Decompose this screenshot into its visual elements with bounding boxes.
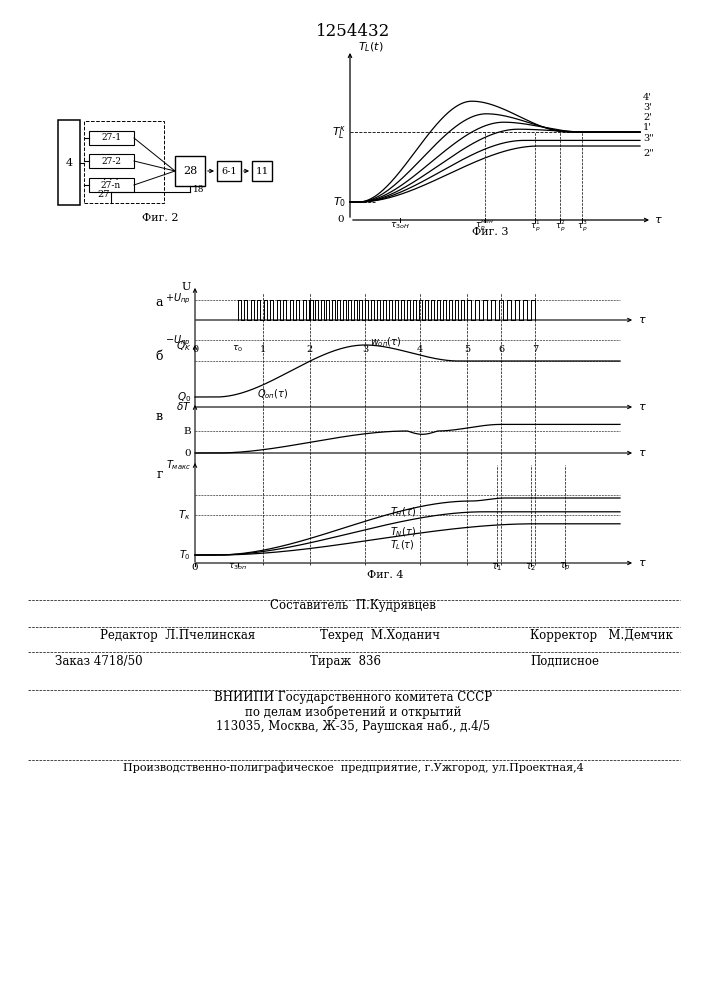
Text: Заказ 4718/50: Заказ 4718/50: [55, 654, 143, 668]
Text: $\tau_p^3$: $\tau_p^3$: [577, 218, 588, 234]
Text: 18: 18: [193, 184, 204, 194]
Text: 2': 2': [643, 113, 652, 122]
Text: $Q_{оп}(\tau)$: $Q_{оп}(\tau)$: [257, 388, 288, 401]
Text: 27-2: 27-2: [101, 156, 121, 165]
Text: Составитель  П.Кудрявцев: Составитель П.Кудрявцев: [270, 599, 436, 612]
Bar: [252, 161, 272, 181]
Text: 0: 0: [192, 344, 198, 354]
Text: $\tau_{3oH}$: $\tau_{3oH}$: [390, 221, 410, 231]
Text: 1: 1: [260, 344, 266, 354]
Text: $\delta T$: $\delta T$: [175, 400, 191, 412]
Text: 3": 3": [643, 134, 654, 143]
Text: 0: 0: [337, 216, 344, 225]
Text: по делам изобретений и открытий: по делам изобретений и открытий: [245, 705, 461, 719]
Text: 27-1: 27-1: [101, 133, 121, 142]
Text: а: а: [156, 296, 163, 308]
Text: $T_L(t)$: $T_L(t)$: [358, 40, 384, 54]
Text: $\tau$: $\tau$: [654, 215, 662, 225]
Text: 5: 5: [464, 344, 470, 354]
Text: 28: 28: [183, 166, 197, 176]
Text: $T_0$: $T_0$: [333, 195, 346, 209]
Text: 6-1: 6-1: [221, 166, 237, 176]
Text: $\tau_{0}$: $\tau_{0}$: [232, 344, 243, 354]
Text: ВНИИПИ Государственного комитета СССР: ВНИИПИ Государственного комитета СССР: [214, 692, 492, 704]
Bar: [89, 154, 134, 168]
Text: $\tau$: $\tau$: [638, 402, 647, 412]
Bar: [217, 161, 241, 181]
Text: Корректор   М.Демчик: Корректор М.Демчик: [530, 629, 673, 642]
Text: 1': 1': [643, 123, 652, 132]
Bar: [89, 178, 134, 192]
Text: $\tau_p$: $\tau_p$: [559, 561, 571, 573]
Text: $T_{\kappa}$: $T_{\kappa}$: [178, 508, 191, 522]
Text: 7: 7: [532, 344, 538, 354]
Text: $\tau$: $\tau$: [638, 448, 647, 458]
Text: $\tau$: $\tau$: [638, 315, 647, 325]
Text: 4: 4: [66, 157, 73, 167]
Text: $w_{оп}(\tau)$: $w_{оп}(\tau)$: [370, 335, 402, 349]
Text: 27: 27: [98, 190, 110, 199]
Text: 4: 4: [417, 344, 423, 354]
Text: $Q_0$: $Q_0$: [177, 390, 191, 404]
Text: 2": 2": [643, 149, 654, 158]
Text: $\tau_p^1$: $\tau_p^1$: [530, 218, 540, 234]
Text: 1254432: 1254432: [316, 23, 390, 40]
Text: 6: 6: [498, 344, 504, 354]
Text: $T_{макс}$: $T_{макс}$: [166, 458, 191, 472]
Text: 3': 3': [643, 104, 652, 112]
Text: 0: 0: [185, 448, 191, 458]
Text: 11: 11: [255, 166, 269, 176]
Text: $-U_{пр}$: $-U_{пр}$: [165, 334, 191, 348]
Text: $T_L^{\kappa}$: $T_L^{\kappa}$: [332, 123, 346, 140]
Text: 27-n: 27-n: [101, 180, 121, 190]
Text: в: в: [156, 410, 163, 424]
Text: $\tau_1$: $\tau_1$: [491, 561, 503, 573]
Text: . . .: . . .: [103, 172, 119, 182]
Text: $T_0$: $T_0$: [179, 548, 191, 562]
Text: Подписное: Подписное: [530, 654, 599, 668]
Text: 0: 0: [192, 562, 198, 572]
Text: $T_H(\tau)$: $T_H(\tau)$: [390, 505, 416, 519]
Text: Редактор  Л.Пчелинская: Редактор Л.Пчелинская: [100, 629, 255, 642]
Text: $\tau_2$: $\tau_2$: [525, 561, 537, 573]
Text: Фиг. 3: Фиг. 3: [472, 227, 508, 237]
Text: Техред  М.Ходанич: Техред М.Ходанич: [320, 629, 440, 642]
Text: $\tau_{3оп}$: $\tau_{3оп}$: [228, 562, 247, 572]
Text: б: б: [156, 351, 163, 363]
Text: Тираж  836: Тираж 836: [310, 654, 381, 668]
Text: B: B: [183, 426, 191, 436]
Bar: [58, 120, 80, 205]
Text: $\tau_p^{мин}$: $\tau_p^{мин}$: [475, 219, 495, 233]
Text: Производственно-полиграфическое  предприятие, г.Ужгород, ул.Проектная,4: Производственно-полиграфическое предприя…: [122, 763, 583, 773]
Text: Фиг. 2: Фиг. 2: [141, 213, 178, 223]
Text: г: г: [156, 468, 163, 482]
Text: $\tau_p^2$: $\tau_p^2$: [555, 218, 566, 234]
Text: U: U: [182, 282, 191, 292]
Text: $+U_{пр}$: $+U_{пр}$: [165, 292, 191, 306]
Text: $T_L(\tau)$: $T_L(\tau)$: [390, 538, 414, 552]
Text: 113035, Москва, Ж-35, Раушская наб., д.4/5: 113035, Москва, Ж-35, Раушская наб., д.4…: [216, 719, 490, 733]
Bar: [175, 156, 205, 186]
Text: Фиг. 4: Фиг. 4: [367, 570, 403, 580]
Text: 2: 2: [307, 344, 313, 354]
Text: $Q_K$: $Q_K$: [175, 339, 191, 353]
Bar: [84, 121, 164, 203]
Bar: [89, 131, 134, 145]
Text: $\tau$: $\tau$: [638, 558, 647, 568]
Text: 3: 3: [362, 344, 368, 354]
Text: 4': 4': [643, 93, 652, 102]
Text: $T_N(\tau)$: $T_N(\tau)$: [390, 525, 416, 539]
